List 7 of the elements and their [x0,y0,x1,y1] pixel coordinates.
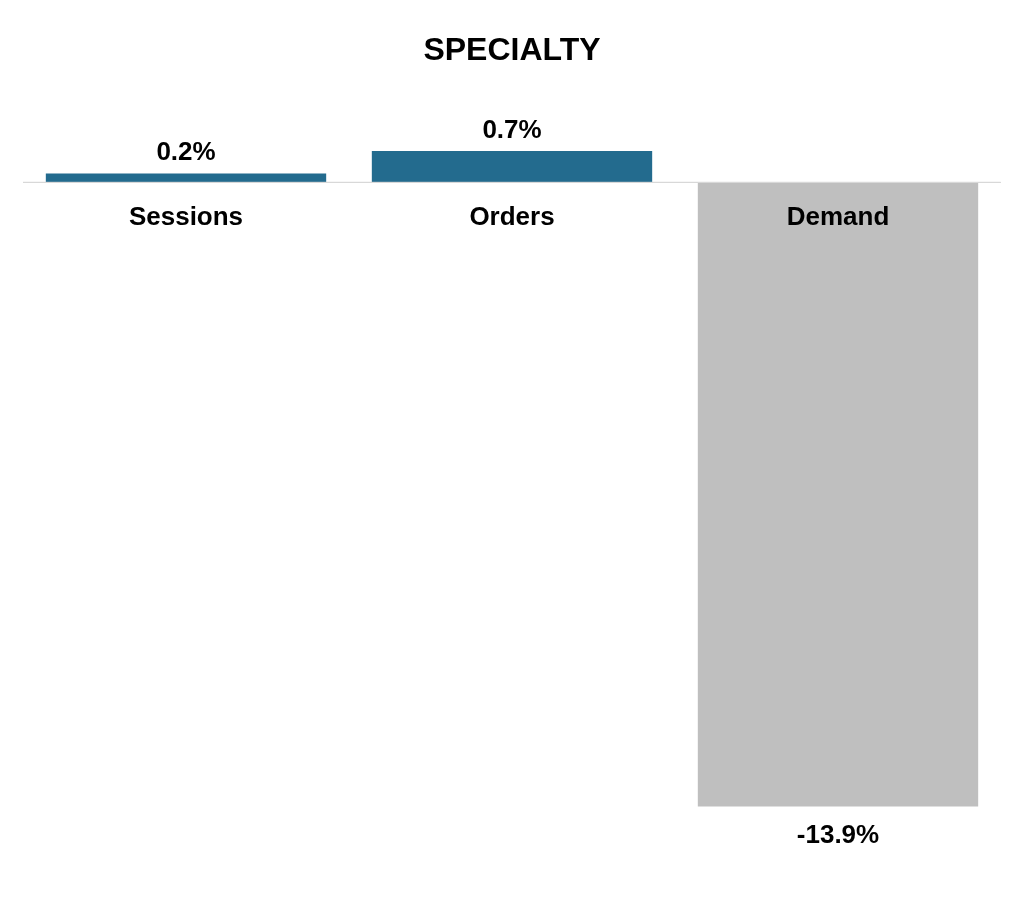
data-label: 0.2% [156,136,216,167]
x-tick-label: Sessions [128,201,244,232]
x-tick-label: Orders [469,201,555,232]
chart-title: SPECIALTY [423,31,601,67]
data-label: -13.9% [796,819,880,850]
x-tick-label: Demand [786,201,890,232]
data-label: 0.7% [482,114,542,144]
